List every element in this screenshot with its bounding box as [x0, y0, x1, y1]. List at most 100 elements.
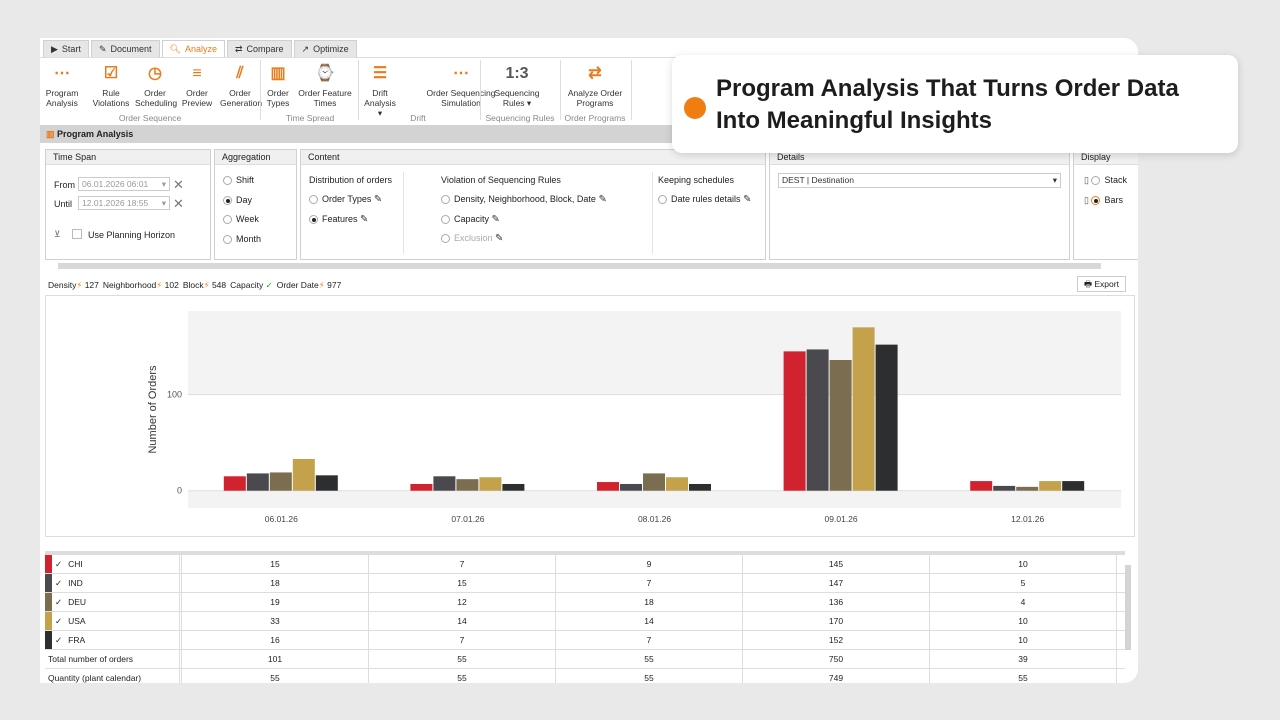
- edit-pencil-icon[interactable]: ✎: [360, 213, 369, 225]
- bar-fra[interactable]: [875, 344, 898, 491]
- aggregation-option-day[interactable]: Day: [223, 195, 252, 205]
- dropdown-arrow-icon[interactable]: ▾: [161, 179, 166, 189]
- bar-usa[interactable]: [479, 477, 502, 491]
- bar-ind[interactable]: [246, 473, 269, 491]
- bar-fra[interactable]: [315, 475, 338, 491]
- series-color-swatch: [45, 555, 52, 573]
- ribbon-button-preview[interactable]: ≡ Order Preview: [179, 60, 215, 109]
- summary-label: Block: [182, 280, 204, 290]
- bar-deu[interactable]: [643, 473, 665, 491]
- bar-fra[interactable]: [502, 483, 525, 491]
- bar-ind[interactable]: [620, 483, 642, 491]
- display-option-stack[interactable]: ▯ Stack: [1084, 175, 1127, 186]
- horizontal-scrollbar[interactable]: [58, 263, 1101, 269]
- aggregation-option-month[interactable]: Month: [223, 234, 261, 244]
- ribbon-button-generation[interactable]: ⫽ Order Generation: [220, 60, 262, 109]
- violation-option[interactable]: Exclusion ✎: [441, 233, 503, 244]
- details-select[interactable]: DEST | Destination ▾: [778, 173, 1061, 188]
- series-checkbox[interactable]: ✓: [55, 596, 63, 607]
- radio-button[interactable]: [223, 195, 232, 205]
- bar-deu[interactable]: [1016, 486, 1039, 491]
- value-cell: 145: [743, 555, 930, 573]
- aggregation-option-week[interactable]: Week: [223, 214, 259, 225]
- ribbon-button-bar-chart[interactable]: ▥ Order Types: [263, 60, 293, 109]
- tab-analyze[interactable]: 🔍︎ Analyze: [161, 40, 225, 57]
- edit-pencil-icon[interactable]: ✎: [491, 213, 500, 225]
- button-label: Order: [267, 88, 289, 98]
- radio-button[interactable]: [223, 215, 232, 225]
- ribbon-button-simulation[interactable]: ⋯ Order Sequencing Simulation: [426, 60, 496, 109]
- schedule-option[interactable]: Date rules details ✎: [658, 194, 751, 205]
- until-date-input[interactable]: 12.01.2026 18:55 ▾: [78, 196, 170, 210]
- edit-pencil-icon[interactable]: ✎: [598, 194, 607, 205]
- bar-usa[interactable]: [666, 477, 688, 491]
- bar-usa[interactable]: [292, 458, 315, 491]
- radio-button[interactable]: [223, 234, 232, 244]
- clear-until-icon[interactable]: ✕: [173, 196, 184, 211]
- export-button[interactable]: 🖶 Export: [1077, 276, 1126, 292]
- value-cell: 7: [369, 631, 556, 649]
- bar-ind[interactable]: [433, 476, 456, 491]
- series-checkbox[interactable]: ✓: [55, 577, 63, 588]
- panel-title: Time Span: [46, 150, 210, 165]
- distribution-option[interactable]: Features ✎: [309, 214, 368, 225]
- bar-deu[interactable]: [269, 472, 292, 491]
- violation-option[interactable]: Capacity ✎: [441, 214, 500, 225]
- radio-button[interactable]: [1091, 176, 1101, 186]
- aggregation-option-shift[interactable]: Shift: [223, 175, 254, 186]
- ribbon-button-feature-time[interactable]: ⌚ Order Feature Times: [294, 60, 356, 109]
- ribbon-button-program-analysis[interactable]: ⋯ Program Analysis: [44, 60, 80, 109]
- bar-chi[interactable]: [223, 476, 246, 491]
- bar-chi[interactable]: [970, 481, 993, 491]
- from-date-input[interactable]: 06.01.2026 06:01 ▾: [78, 177, 170, 191]
- edit-pencil-icon[interactable]: ✎: [495, 233, 504, 244]
- ribbon-button-rule-violations[interactable]: ☑ Rule Violations: [91, 60, 131, 109]
- radio-button[interactable]: [441, 214, 450, 224]
- time-span-panel: Time Span From 06.01.2026 06:01 ▾ ✕ Until…: [45, 149, 211, 260]
- rule-violations-icon: ☑: [103, 65, 119, 82]
- planning-horizon-checkbox[interactable]: [72, 229, 82, 239]
- tab-start[interactable]: ▶ Start: [43, 40, 89, 57]
- ribbon-button-ratio[interactable]: 1:3 Sequencing Rules ▾: [487, 60, 547, 109]
- edit-pencil-icon[interactable]: ✎: [743, 194, 752, 205]
- bar-usa[interactable]: [852, 327, 875, 491]
- dropdown-arrow-icon[interactable]: ▾: [1052, 175, 1057, 185]
- radio-button[interactable]: [309, 195, 318, 205]
- bar-chi[interactable]: [410, 483, 433, 491]
- radio-button[interactable]: [441, 234, 450, 244]
- bar-fra[interactable]: [1062, 481, 1085, 491]
- radio-button[interactable]: [441, 195, 450, 205]
- bar-ind[interactable]: [993, 485, 1016, 491]
- ribbon-button-drift[interactable]: ☰ Drift Analysis ▾: [361, 60, 399, 119]
- bar-usa[interactable]: [1039, 481, 1062, 491]
- bar-chi[interactable]: [597, 482, 619, 491]
- series-cell: ✓ IND: [45, 574, 182, 592]
- radio-button[interactable]: [223, 176, 232, 186]
- series-checkbox[interactable]: ✓: [55, 615, 63, 626]
- dropdown-arrow-icon[interactable]: ▾: [161, 198, 166, 208]
- bar-fra[interactable]: [689, 483, 711, 491]
- radio-button[interactable]: [309, 214, 318, 224]
- vertical-scrollbar[interactable]: [1125, 565, 1131, 650]
- radio-button[interactable]: [1091, 196, 1101, 206]
- value-cell: 4: [930, 593, 1117, 611]
- tab-document[interactable]: ✎ Document: [90, 40, 160, 57]
- violation-option[interactable]: Density, Neighborhood, Block, Date ✎: [441, 194, 607, 205]
- bar-chi[interactable]: [783, 351, 806, 491]
- tab-compare[interactable]: ⇄ Compare: [226, 40, 292, 57]
- bar-deu[interactable]: [456, 479, 479, 491]
- edit-pencil-icon[interactable]: ✎: [373, 194, 383, 205]
- display-option-bars[interactable]: ▯ Bars: [1084, 195, 1123, 206]
- distribution-option[interactable]: Order Types ✎: [309, 194, 382, 205]
- bar-ind[interactable]: [806, 349, 829, 491]
- series-checkbox[interactable]: ✓: [55, 558, 63, 569]
- clear-from-icon[interactable]: ✕: [173, 177, 184, 192]
- ribbon-button-analyze-programs[interactable]: ⇄ Analyze Order Programs: [561, 60, 629, 109]
- radio-button[interactable]: [658, 195, 667, 205]
- section-title: Program Analysis: [57, 129, 134, 139]
- ribbon-button-clock[interactable]: ◷ Order Scheduling: [135, 60, 177, 109]
- tab-optimize[interactable]: ↗ Optimize: [293, 40, 357, 57]
- series-checkbox[interactable]: ✓: [55, 634, 63, 645]
- bar-deu[interactable]: [829, 360, 852, 491]
- chart-analysis-icon: ▥: [46, 129, 58, 139]
